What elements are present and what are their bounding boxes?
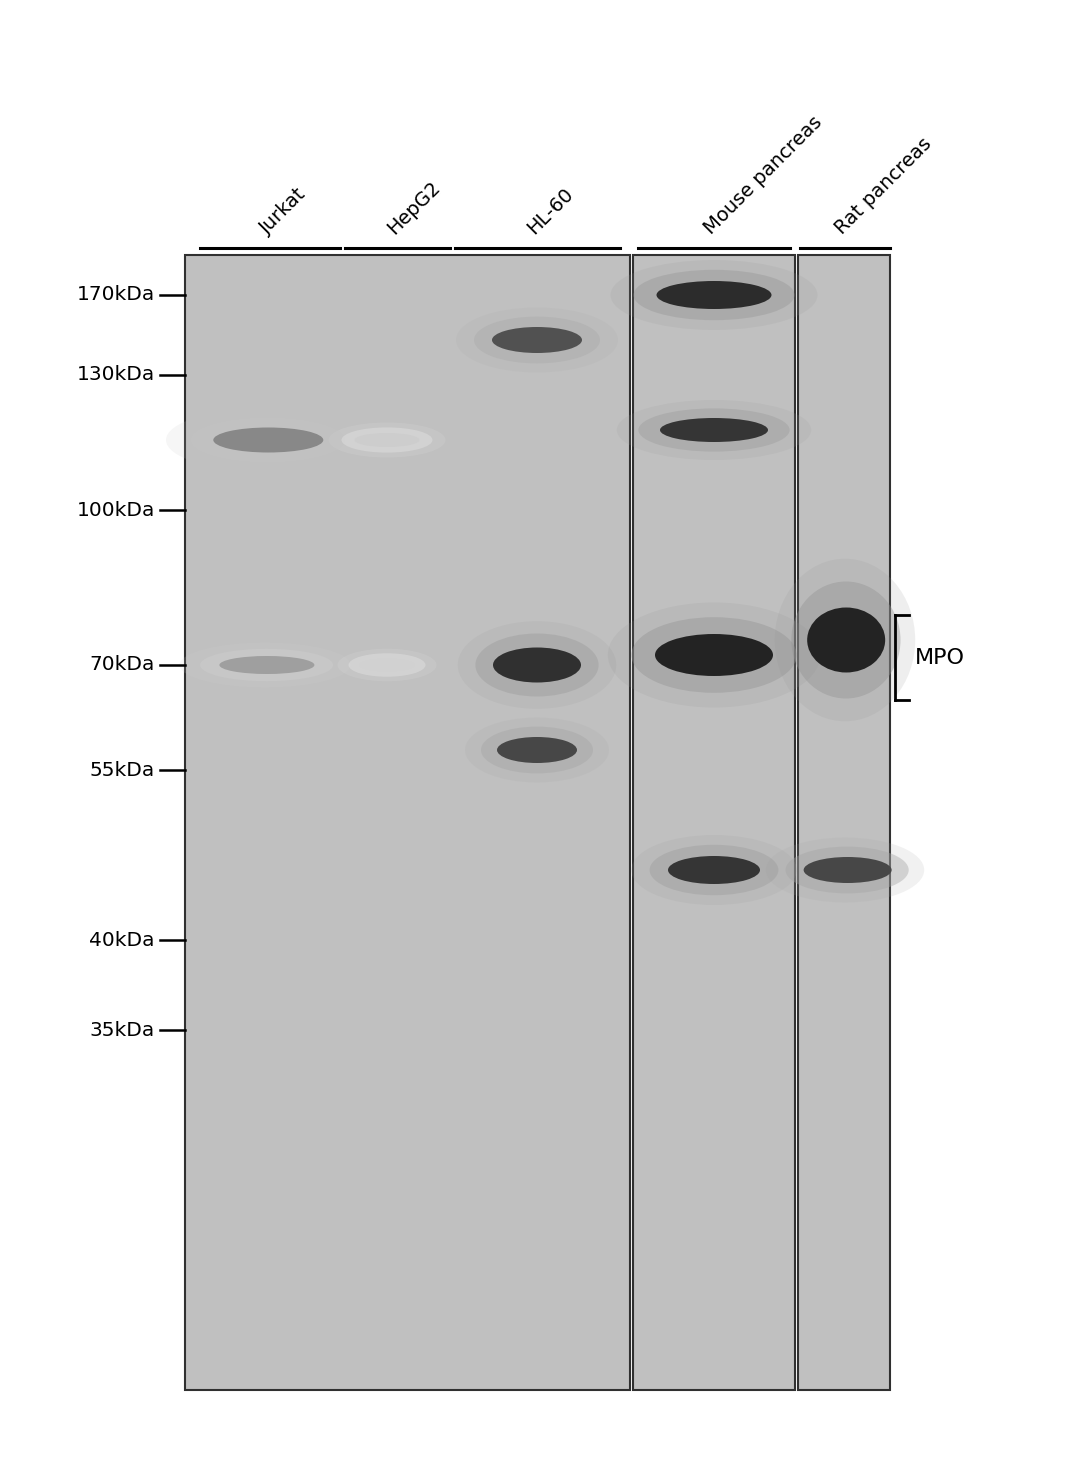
Ellipse shape [657,281,771,309]
Text: 100kDa: 100kDa [77,500,156,519]
Text: 130kDa: 130kDa [77,365,156,384]
Ellipse shape [475,634,598,696]
Ellipse shape [766,837,924,903]
Ellipse shape [474,316,600,363]
Text: MPO: MPO [915,649,966,668]
Ellipse shape [610,260,818,330]
Ellipse shape [354,432,419,447]
Ellipse shape [632,618,797,693]
Ellipse shape [337,649,436,681]
Ellipse shape [481,727,593,774]
Ellipse shape [465,718,609,783]
Bar [185,254,630,1390]
Text: Mouse pancreas: Mouse pancreas [701,113,826,238]
Text: 70kDa: 70kDa [90,656,156,675]
Ellipse shape [341,428,432,453]
Text: HepG2: HepG2 [383,178,444,238]
Ellipse shape [774,559,915,721]
Ellipse shape [785,847,908,893]
Ellipse shape [456,307,618,372]
Ellipse shape [200,649,333,681]
Ellipse shape [638,409,789,452]
Text: 35kDa: 35kDa [90,1021,156,1040]
Text: HL-60: HL-60 [524,184,577,238]
Text: Jurkat: Jurkat [257,185,310,238]
Ellipse shape [497,737,577,763]
Bar [633,254,795,1390]
Text: 170kDa: 170kDa [77,285,156,304]
Ellipse shape [807,608,886,672]
Ellipse shape [349,653,426,677]
Bar [798,254,890,1390]
Ellipse shape [792,581,901,699]
Text: 40kDa: 40kDa [90,931,156,949]
Ellipse shape [458,621,617,709]
Text: 55kDa: 55kDa [90,761,156,780]
Ellipse shape [179,643,351,687]
Ellipse shape [669,856,760,884]
Ellipse shape [328,422,446,457]
Ellipse shape [492,327,582,353]
Ellipse shape [634,269,795,321]
Ellipse shape [660,418,768,441]
Ellipse shape [219,656,314,674]
Text: Rat pancreas: Rat pancreas [832,134,935,238]
Ellipse shape [804,858,892,883]
Ellipse shape [166,409,364,471]
Ellipse shape [214,428,323,453]
Ellipse shape [492,647,581,683]
Ellipse shape [631,836,797,905]
Ellipse shape [649,844,779,896]
Ellipse shape [191,418,345,462]
Ellipse shape [360,659,415,671]
Ellipse shape [617,400,811,460]
Ellipse shape [608,603,820,708]
Ellipse shape [654,634,773,677]
